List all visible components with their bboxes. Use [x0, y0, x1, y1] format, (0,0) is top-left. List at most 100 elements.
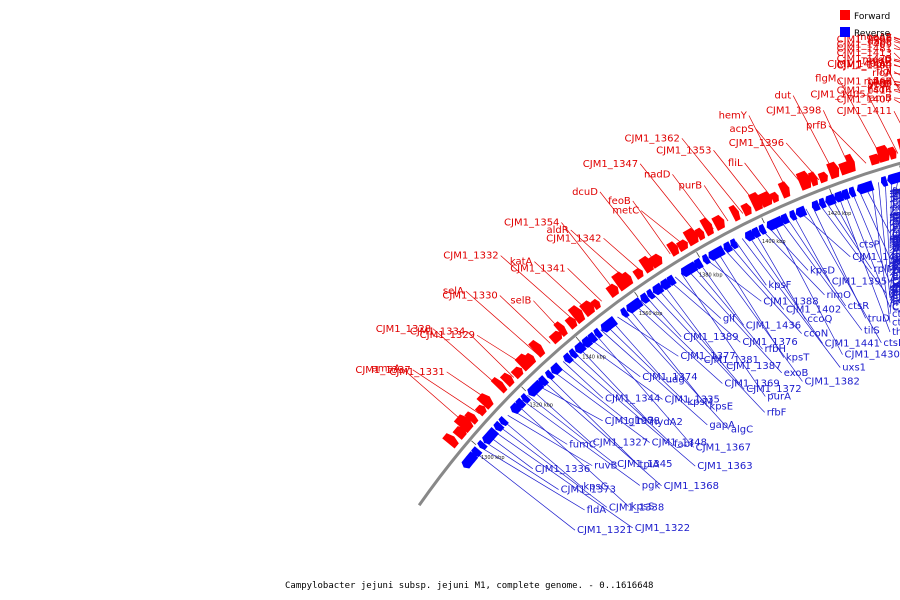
- reverse-gene-label: CJM1_1429: [852, 252, 900, 263]
- reverse-gene-label: CJM1_1428: [888, 289, 900, 300]
- reverse-gene-label: kpsE: [709, 402, 733, 413]
- reverse-gene-block: [680, 264, 693, 278]
- tick-mark: [696, 251, 700, 258]
- forward-gene-block: [728, 204, 741, 222]
- forward-gene-block: [605, 283, 619, 299]
- forward-gene-block: [590, 298, 601, 311]
- forward-label-line: [639, 163, 700, 238]
- reverse-gene-label: CJM1_1363: [697, 461, 752, 472]
- reverse-gene-label: fdhA: [892, 187, 900, 198]
- reverse-gene-block: [848, 186, 857, 198]
- reverse-gene-label: exoB: [784, 368, 809, 379]
- reverse-label-line: [889, 230, 900, 265]
- forward-gene-label: CJM1_1329: [420, 330, 475, 341]
- reverse-gene-block: [632, 297, 644, 310]
- reverse-gene-label: ctsX: [892, 309, 900, 320]
- forward-label-line: [822, 110, 851, 169]
- tick-label: 1400 kbp: [762, 239, 786, 245]
- forward-label-line: [867, 94, 899, 154]
- reverse-gene-block: [811, 199, 821, 212]
- reverse-gene-block: [825, 193, 837, 206]
- legend-label-forward: Forward: [854, 12, 890, 22]
- reverse-gene-label: udg: [666, 374, 685, 385]
- forward-gene-label: flgM: [815, 73, 836, 84]
- reverse-label-line: [628, 308, 708, 407]
- reverse-gene-label: glmS: [628, 416, 653, 427]
- reverse-gene-label: kpsC: [583, 482, 607, 493]
- reverse-gene-label: CJM1_1369: [724, 378, 779, 389]
- reverse-gene-label: acsA: [892, 234, 900, 245]
- reverse-label-line: [729, 244, 785, 310]
- reverse-gene-block: [652, 282, 665, 296]
- forward-gene-block: [464, 411, 479, 425]
- tick-label: 1340 kbp: [582, 355, 606, 361]
- reverse-label-line: [754, 231, 806, 320]
- forward-gene-block: [694, 227, 706, 241]
- reverse-gene-label: pgk: [642, 480, 661, 491]
- reverse-label-line: [584, 342, 663, 400]
- reverse-label-line: [799, 211, 851, 258]
- legend-swatch-forward: [840, 10, 850, 20]
- reverse-gene-label: thiL: [892, 327, 900, 338]
- reverse-gene-block: [715, 245, 726, 258]
- reverse-gene-label: CJM1_1435: [892, 259, 900, 270]
- reverse-gene-block: [864, 180, 875, 193]
- forward-gene-label: CJM1_1414: [837, 86, 892, 97]
- reverse-gene-label: nuoA: [892, 234, 900, 245]
- reverse-gene-label: cad: [892, 265, 900, 276]
- reverse-gene-label: nuoD: [892, 212, 900, 223]
- reverse-label-line: [705, 258, 762, 302]
- forward-gene-track: [442, 138, 900, 449]
- reverse-gene-block: [487, 426, 500, 439]
- reverse-gene-label: nuoM: [892, 258, 900, 269]
- forward-gene-label: hemY: [719, 111, 748, 122]
- forward-gene-block: [452, 426, 467, 440]
- tick-label: 1360 kbp: [639, 311, 663, 317]
- reverse-gene-label: CJM1_1458: [892, 302, 900, 313]
- reverse-gene-label: cas2: [892, 186, 900, 197]
- reverse-label-line: [573, 351, 673, 445]
- reverse-gene-label: cccO: [892, 295, 900, 306]
- reverse-label-line: [474, 451, 576, 531]
- reverse-label-line: [547, 375, 638, 465]
- reverse-gene-label: csn1: [892, 187, 900, 198]
- forward-gene-block: [523, 352, 537, 366]
- forward-label-line: [893, 37, 900, 40]
- forward-gene-label: CJM1_1347: [583, 159, 638, 170]
- reverse-gene-block: [723, 241, 734, 253]
- reverse-label-line: [617, 316, 679, 357]
- forward-label-line: [567, 268, 602, 302]
- reverse-label-line: [606, 325, 686, 403]
- forward-gene-block: [553, 321, 568, 337]
- forward-gene-label: acpS: [730, 124, 754, 135]
- reverse-gene-block: [538, 375, 550, 387]
- forward-gene-label: CJM1_1411: [837, 106, 892, 117]
- reverse-gene-block: [745, 229, 756, 242]
- reverse-gene-label: mrp: [892, 298, 900, 309]
- caption-background: [280, 578, 620, 592]
- reverse-label-line: [517, 404, 629, 507]
- forward-gene-block: [887, 146, 897, 160]
- reverse-gene-label: CJM1_1480: [892, 284, 900, 295]
- forward-gene-block: [632, 267, 644, 280]
- reverse-gene-label: hydA2: [651, 417, 683, 428]
- tick-label: 1440 kbp: [896, 188, 900, 194]
- reverse-gene-label: putA: [892, 221, 900, 232]
- reverse-label-line: [479, 446, 585, 511]
- reverse-gene-block: [687, 261, 699, 274]
- reverse-label-line: [578, 347, 650, 423]
- forward-label-line: [893, 52, 900, 60]
- forward-gene-label: moaE: [864, 76, 892, 87]
- reverse-label-line: [698, 262, 745, 326]
- reverse-label-line: [532, 389, 591, 443]
- reverse-label-line: [488, 435, 534, 470]
- forward-gene-label: prfB: [806, 121, 827, 132]
- reverse-gene-label: CJM1_1439: [892, 268, 900, 279]
- forward-gene-label: CJM1_1396: [729, 138, 784, 149]
- forward-gene-block: [777, 181, 791, 199]
- forward-gene-label: dcuD: [572, 187, 598, 198]
- reverse-gene-block: [729, 238, 739, 250]
- reverse-gene-label: CJM1_1440: [892, 290, 900, 301]
- reverse-label-line: [889, 176, 899, 224]
